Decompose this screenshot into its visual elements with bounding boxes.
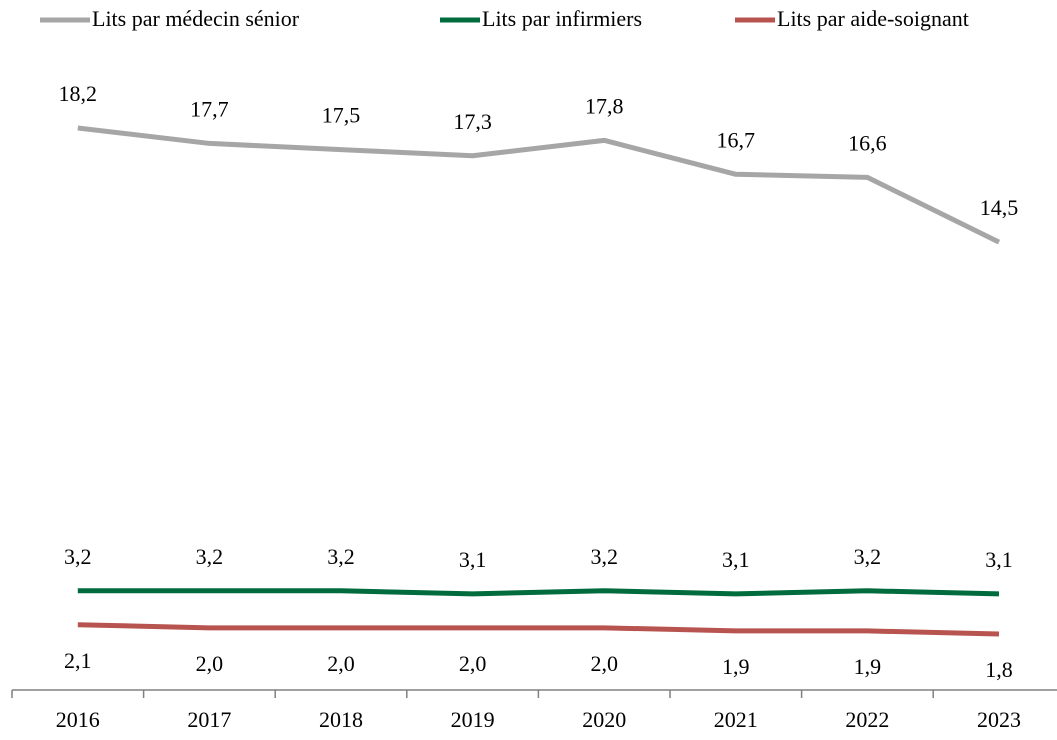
x-tick-label: 2016 xyxy=(56,707,100,732)
data-label: 2,0 xyxy=(459,651,487,676)
data-label: 16,7 xyxy=(717,127,756,152)
data-label: 17,3 xyxy=(453,109,492,134)
data-label: 18,2 xyxy=(59,81,98,106)
data-label: 14,5 xyxy=(980,195,1019,220)
data-label: 3,2 xyxy=(854,544,882,569)
data-label: 3,1 xyxy=(722,547,750,572)
series-line xyxy=(77,622,1000,637)
data-label: 1,9 xyxy=(722,654,750,679)
data-label: 17,8 xyxy=(585,93,624,118)
legend-text: Lits par médecin sénior xyxy=(92,6,300,31)
legend-text: Lits par aide-soignant xyxy=(777,6,969,31)
data-label: 2,0 xyxy=(327,651,355,676)
x-tick-label: 2023 xyxy=(977,707,1021,732)
data-label: 16,6 xyxy=(848,130,887,155)
data-label: 3,1 xyxy=(985,547,1013,572)
data-label: 1,9 xyxy=(854,654,882,679)
data-label: 3,1 xyxy=(459,547,487,572)
x-tick-label: 2020 xyxy=(582,707,626,732)
x-tick-label: 2018 xyxy=(319,707,363,732)
x-tick-label: 2019 xyxy=(451,707,495,732)
data-label: 2,1 xyxy=(64,648,92,673)
legend-text: Lits par infirmiers xyxy=(482,6,642,31)
data-label: 2,0 xyxy=(196,651,224,676)
data-label: 3,2 xyxy=(590,544,618,569)
series-line xyxy=(77,588,1000,597)
x-tick-label: 2022 xyxy=(845,707,889,732)
data-label: 17,7 xyxy=(190,96,229,121)
data-label: 3,2 xyxy=(64,544,92,569)
x-tick-label: 2017 xyxy=(187,707,231,732)
data-label: 2,0 xyxy=(590,651,618,676)
x-tick-label: 2021 xyxy=(714,707,758,732)
data-label: 3,2 xyxy=(196,544,224,569)
data-label: 1,8 xyxy=(985,657,1013,682)
series-line xyxy=(77,125,1001,245)
data-label: 17,5 xyxy=(322,103,361,128)
data-label: 3,2 xyxy=(327,544,355,569)
